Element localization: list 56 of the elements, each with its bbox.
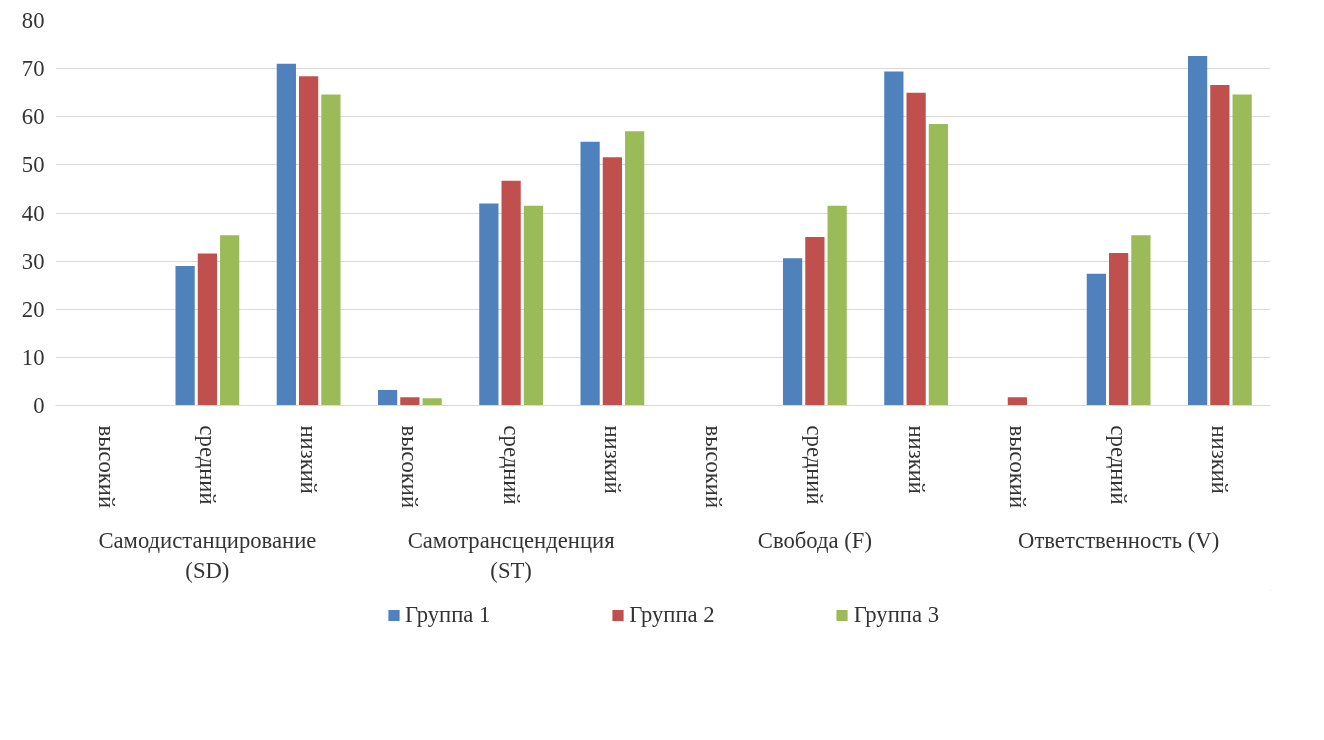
bar: [1007, 397, 1027, 406]
bar: [175, 265, 195, 406]
y-tick-label: 20: [21, 296, 45, 322]
bar: [1109, 252, 1129, 406]
text: Самотрансценденция (ST): [407, 527, 616, 583]
x-tick-label: высокий: [93, 425, 119, 509]
bar: [805, 237, 825, 406]
y-tick-label: 60: [21, 104, 45, 130]
legend-label: Группа 2: [629, 602, 715, 628]
bar: [906, 92, 926, 406]
bar: [1086, 273, 1106, 406]
x-tick-label: высокий: [397, 425, 423, 509]
bar: [1232, 94, 1252, 406]
y-tick-label: 50: [21, 152, 45, 178]
x-tick-label: низкий: [296, 425, 322, 494]
x-tick-label: средний: [802, 425, 828, 505]
y-tick-label: 0: [33, 393, 45, 418]
bar: [321, 94, 341, 406]
x-tick-label: средний: [498, 425, 524, 505]
bar: [602, 157, 622, 406]
legend-label: Группа 3: [853, 602, 939, 628]
bar: [377, 390, 398, 406]
y-tick-label: 80: [21, 8, 45, 33]
bar: [928, 123, 949, 406]
bar: [782, 258, 803, 406]
y-tick-label: 40: [21, 200, 45, 226]
y-tick-label: 30: [21, 248, 45, 274]
legend-label: Группа 1: [405, 602, 491, 628]
bar: [276, 63, 296, 406]
text: Самодистанцирование (SD): [98, 527, 317, 583]
bar: [827, 205, 847, 406]
x-tick-label: низкий: [1207, 425, 1233, 494]
bar: [479, 203, 499, 406]
bar: [299, 76, 319, 406]
x-tick-label: средний: [1106, 425, 1132, 505]
x-tick-label: высокий: [701, 425, 727, 509]
bar: [625, 131, 645, 406]
y-tick-label: 10: [21, 344, 45, 370]
x-tick-label: низкий: [903, 425, 929, 494]
text: Ответственность (V): [1018, 527, 1220, 553]
y-tick-label: 70: [21, 56, 45, 82]
bar: [580, 141, 600, 406]
bar: [523, 205, 544, 406]
bar: [422, 398, 442, 406]
x-tick-label: средний: [194, 425, 220, 505]
bar: [220, 235, 240, 406]
bar: [197, 253, 217, 406]
bar: [1210, 84, 1230, 406]
bar: [501, 180, 521, 406]
bar: [1187, 56, 1208, 406]
bar: [1131, 235, 1151, 406]
bar: [400, 397, 420, 406]
x-tick-label: низкий: [599, 425, 625, 494]
text: Свобода (F): [757, 527, 872, 553]
bar: [884, 71, 904, 406]
x-tick-label: высокий: [1004, 425, 1030, 509]
